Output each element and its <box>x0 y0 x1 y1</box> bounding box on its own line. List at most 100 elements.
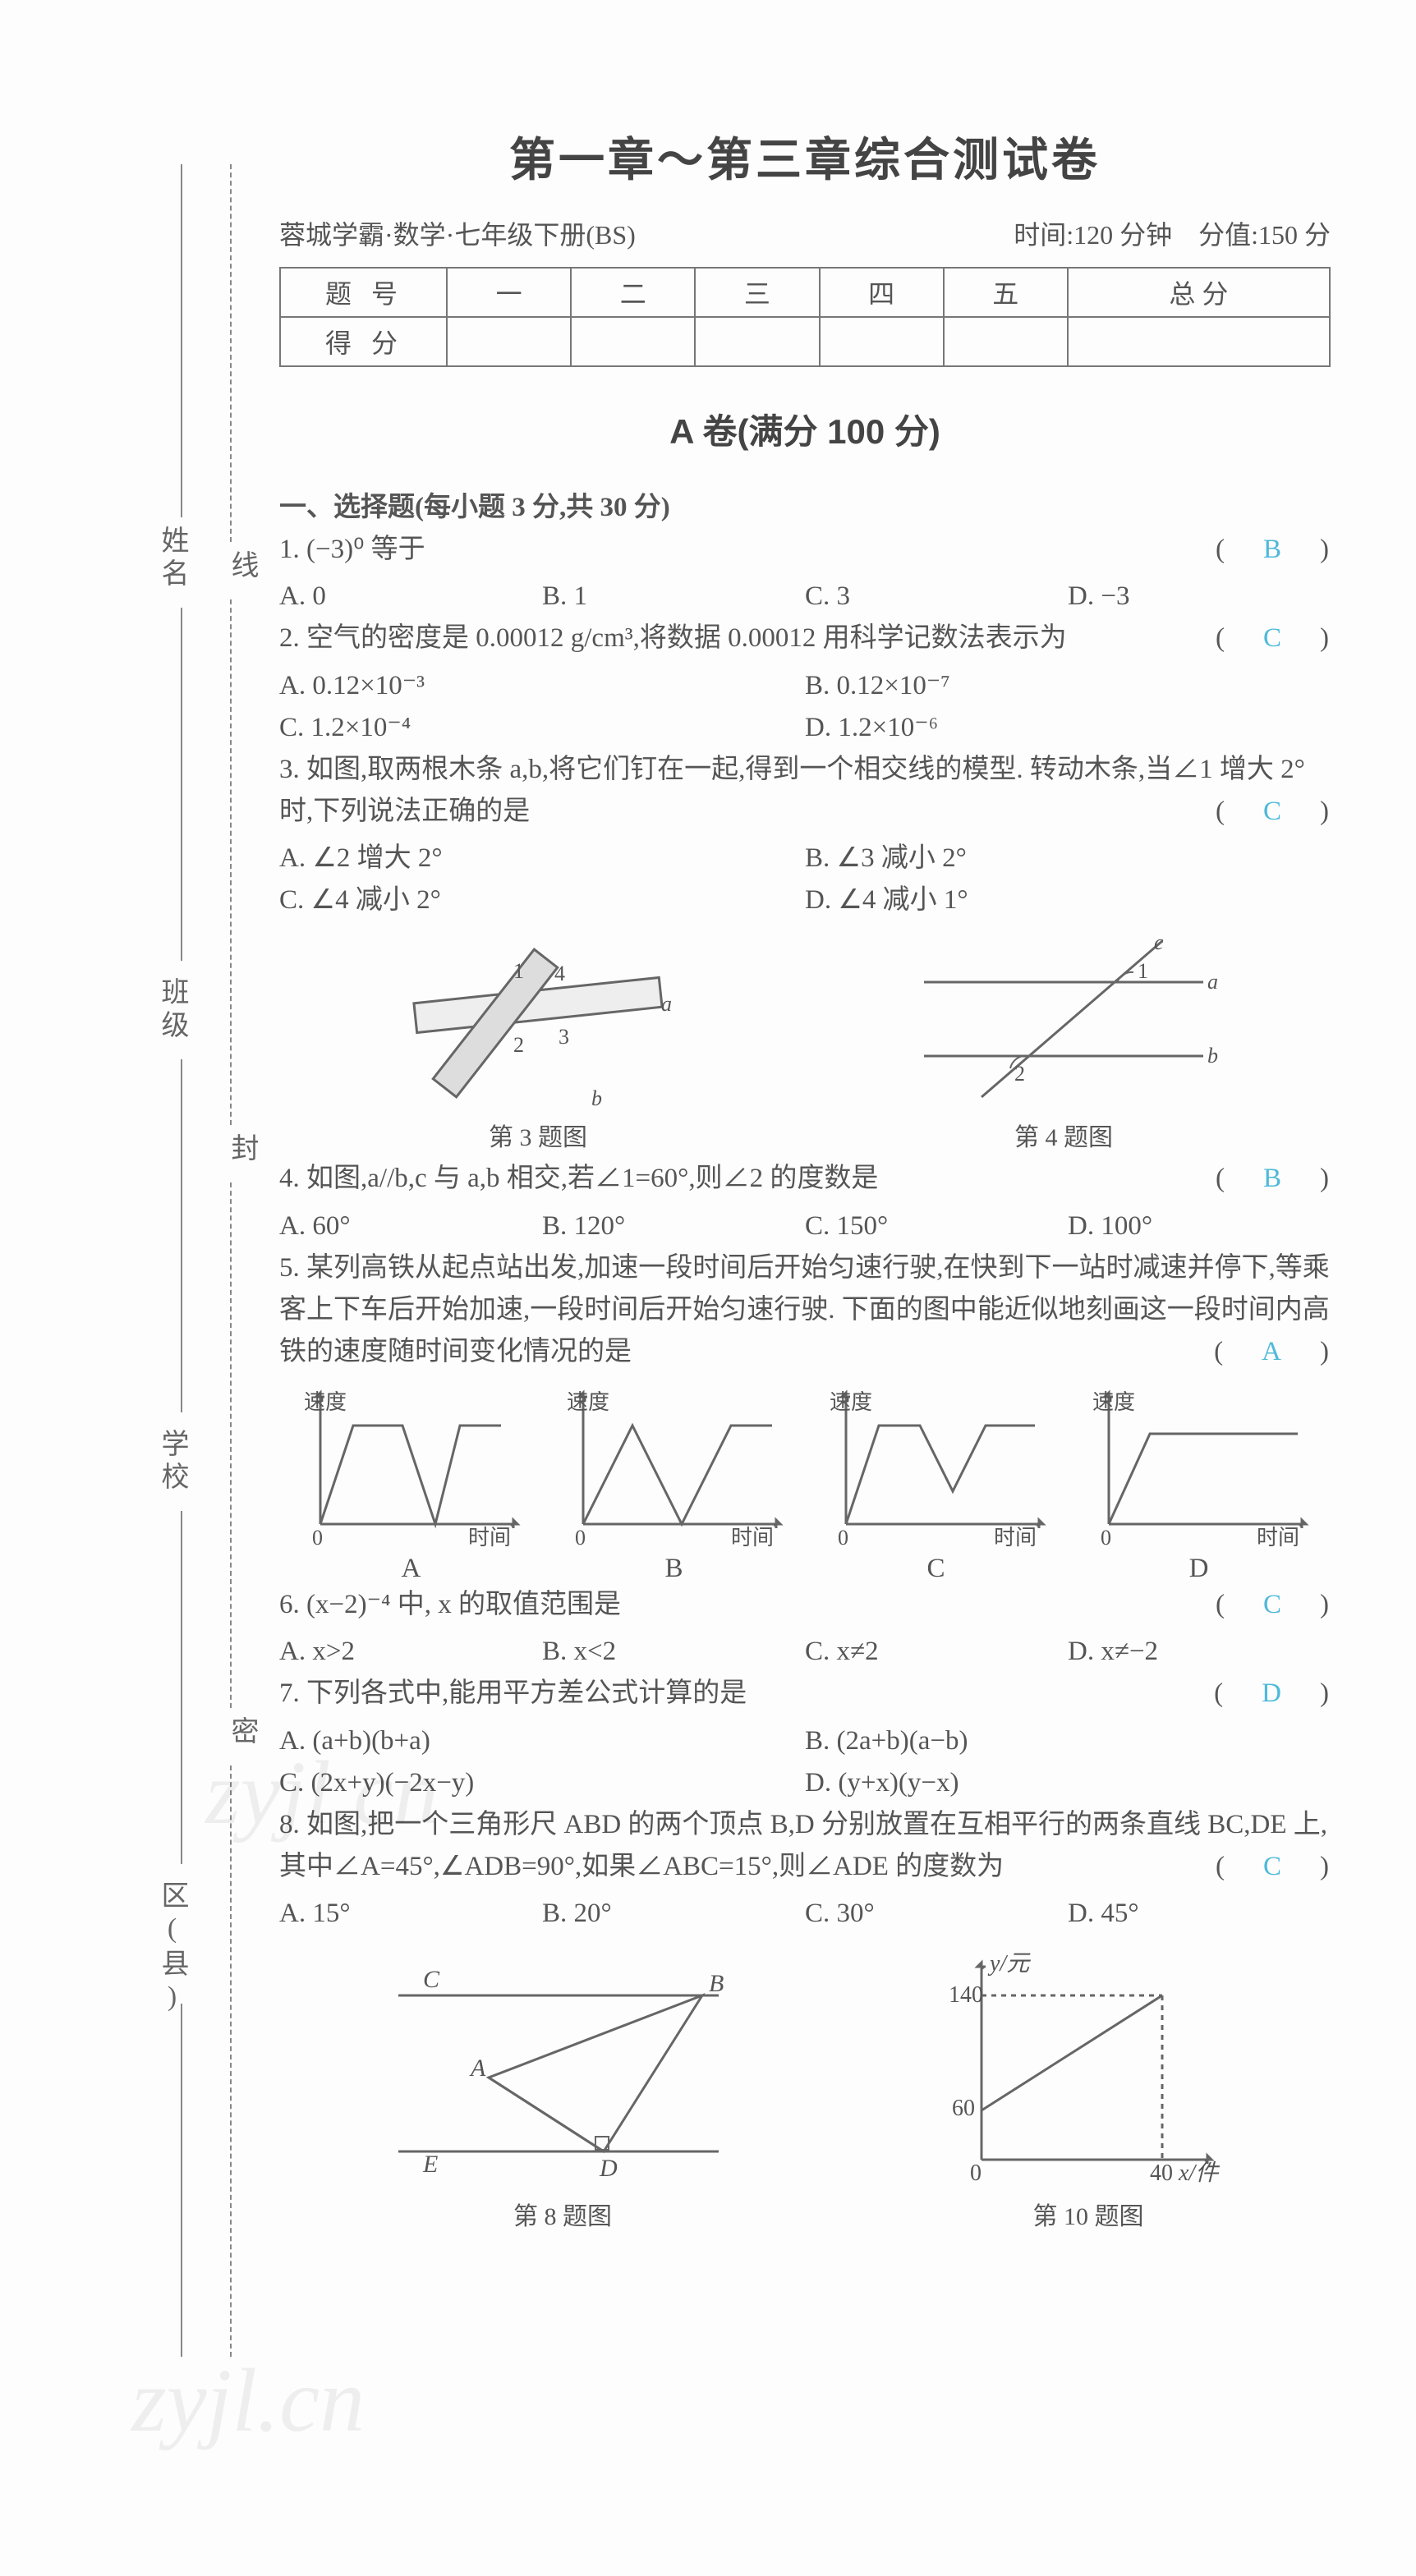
q6-answer-paren: ( C ) <box>1216 1584 1331 1626</box>
cell[interactable] <box>820 317 944 366</box>
fig-q10: 140 60 0 40 x/件 y/元 第 10 题图 <box>940 1946 1236 2232</box>
q3-stem: 3. 如图,取两根木条 a,b,将它们钉在一起,得到一个相交线的模型. 转动木条… <box>279 755 1305 826</box>
q8-options: A. 15° B. 20° C. 30° D. 45° <box>279 1893 1331 1935</box>
svg-text:E: E <box>422 2151 438 2178</box>
q6-stem: 6. (x−2)⁻⁴ 中, x 的取值范围是 <box>279 1590 621 1619</box>
q6-options: A. x>2 B. x<2 C. x≠2 D. x≠−2 <box>279 1631 1331 1673</box>
svg-text:2: 2 <box>1014 1062 1025 1086</box>
q5-lC: C <box>927 1554 945 1584</box>
cell[interactable] <box>447 317 571 366</box>
q6-C: C. x≠2 <box>805 1631 1068 1673</box>
q4-stem: 4. 如图,a//b,c 与 a,b 相交,若∠1=60°,则∠2 的度数是 <box>279 1164 878 1193</box>
svg-text:0: 0 <box>970 2160 982 2186</box>
q5-lB: B <box>664 1554 683 1584</box>
svg-text:b: b <box>591 1086 602 1110</box>
svg-text:0: 0 <box>838 1526 848 1549</box>
q3-caption: 第 3 题图 <box>390 1117 686 1153</box>
mark-xian: 线 <box>222 550 262 583</box>
q7-A: A. (a+b)(b+a) <box>279 1720 805 1762</box>
svg-text:1: 1 <box>1138 959 1148 983</box>
th-total: 总 分 <box>1068 268 1330 317</box>
q5-answer-paren: ( A ) <box>1214 1331 1331 1373</box>
svg-text:y/元: y/元 <box>987 1951 1031 1977</box>
svg-text:40: 40 <box>1150 2160 1173 2186</box>
svg-text:2: 2 <box>513 1033 524 1057</box>
svg-text:a: a <box>661 992 672 1016</box>
label-class: 班级 <box>152 977 192 1043</box>
q7-C: C. (2x+y)(−2x−y) <box>279 1762 805 1804</box>
q8-D: D. 45° <box>1068 1893 1331 1935</box>
q5-chart-B: 速度 0 时间 <box>559 1384 788 1549</box>
exam-title: 第一章～第三章综合测试卷 <box>279 123 1331 190</box>
svg-text:60: 60 <box>952 2096 975 2121</box>
q7-answer-paren: ( D ) <box>1214 1673 1331 1715</box>
q4-caption: 第 4 题图 <box>908 1117 1220 1153</box>
question-3: 3. 如图,取两根木条 a,b,将它们钉在一起,得到一个相交线的模型. 转动木条… <box>279 749 1331 833</box>
svg-text:时间: 时间 <box>731 1526 774 1549</box>
cell[interactable] <box>571 317 695 366</box>
svg-text:0: 0 <box>1101 1526 1111 1549</box>
q8-C: C. 30° <box>805 1893 1068 1935</box>
fig-q3: 1 4 2 3 a b 第 3 题图 <box>390 933 686 1153</box>
mark-feng: 封 <box>222 1133 262 1166</box>
q8-stem: 8. 如图,把一个三角形尺 ABD 的两个顶点 B,D 分别放置在互相平行的两条… <box>279 1810 1327 1881</box>
label-school: 学校 <box>152 1429 192 1495</box>
th-num: 题号 <box>280 268 447 317</box>
q5-charts: 速度 0 时间 速度 0 时间 <box>279 1384 1331 1549</box>
th-2: 二 <box>571 268 695 317</box>
q7-D: D. (y+x)(y−x) <box>805 1762 1331 1804</box>
q2-D: D. 1.2×10⁻⁶ <box>805 707 1331 749</box>
q5-labels: A B C D <box>279 1554 1331 1584</box>
cell[interactable] <box>944 317 1068 366</box>
q3-A: A. ∠2 增大 2° <box>279 838 805 879</box>
q5-lD: D <box>1189 1554 1209 1584</box>
cell[interactable] <box>695 317 819 366</box>
q3-D: D. ∠4 减小 1° <box>805 879 1331 921</box>
q6-D: D. x≠−2 <box>1068 1631 1331 1673</box>
svg-text:速度: 速度 <box>567 1390 609 1414</box>
svg-text:x/件: x/件 <box>1178 2160 1220 2186</box>
question-8: 8. 如图,把一个三角形尺 ABD 的两个顶点 B,D 分别放置在互相平行的两条… <box>279 1804 1331 1888</box>
svg-text:b: b <box>1207 1044 1218 1068</box>
binding-margin: 姓名 班级 学校 区(县) 线 封 密 <box>66 164 246 2381</box>
q2-options: A. 0.12×10⁻³ B. 0.12×10⁻⁷ C. 1.2×10⁻⁴ D.… <box>279 665 1331 749</box>
label-district: 区(县) <box>152 1880 192 2017</box>
svg-text:时间: 时间 <box>468 1526 511 1549</box>
q4-D: D. 100° <box>1068 1205 1331 1247</box>
th-score: 得分 <box>280 317 447 366</box>
q1-B: B. 1 <box>542 576 805 618</box>
svg-text:140: 140 <box>949 1982 983 2008</box>
svg-text:B: B <box>709 1970 724 1997</box>
th-4: 四 <box>820 268 944 317</box>
q8-B: B. 20° <box>542 1893 805 1935</box>
q4-answer-paren: ( B ) <box>1216 1158 1331 1200</box>
th-3: 三 <box>695 268 819 317</box>
q3-C: C. ∠4 减小 2° <box>279 879 805 921</box>
q2-B: B. 0.12×10⁻⁷ <box>805 665 1331 707</box>
cell[interactable] <box>1068 317 1330 366</box>
mark-mi: 密 <box>222 1716 262 1749</box>
q8-caption: 第 8 题图 <box>374 2196 752 2232</box>
q3-options: A. ∠2 增大 2° B. ∠3 减小 2° C. ∠4 减小 2° D. ∠… <box>279 838 1331 921</box>
q4-C: C. 150° <box>805 1205 1068 1247</box>
svg-text:速度: 速度 <box>1092 1390 1135 1414</box>
question-4: 4. 如图,a//b,c 与 a,b 相交,若∠1=60°,则∠2 的度数是 (… <box>279 1158 1331 1200</box>
fig-row-3-4: 1 4 2 3 a b 第 3 题图 <box>279 933 1331 1153</box>
q1-options: A. 0 B. 1 C. 3 D. −3 <box>279 576 1331 618</box>
question-6: 6. (x−2)⁻⁴ 中, x 的取值范围是 ( C ) <box>279 1584 1331 1626</box>
th-5: 五 <box>944 268 1068 317</box>
q1-answer-paren: ( B ) <box>1216 529 1331 571</box>
q5-chart-D: 速度 0 时间 <box>1084 1384 1314 1549</box>
svg-text:0: 0 <box>575 1526 586 1549</box>
svg-text:4: 4 <box>554 962 565 985</box>
svg-text:时间: 时间 <box>1257 1526 1299 1549</box>
q2-C: C. 1.2×10⁻⁴ <box>279 707 805 749</box>
subtitle-left: 蓉城学霸·数学·七年级下册(BS) <box>279 220 636 250</box>
svg-text:1: 1 <box>513 959 524 983</box>
q7-options: A. (a+b)(b+a) B. (2a+b)(a−b) C. (2x+y)(−… <box>279 1720 1331 1804</box>
table-row: 题号 一 二 三 四 五 总 分 <box>280 268 1330 317</box>
svg-text:c: c <box>1154 933 1164 954</box>
q5-stem: 5. 某列高铁从起点站出发,加速一段时间后开始匀速行驶,在快到下一站时减速并停下… <box>279 1253 1330 1366</box>
q3-figure: 1 4 2 3 a b <box>390 933 686 1114</box>
score-table: 题号 一 二 三 四 五 总 分 得分 <box>279 267 1331 367</box>
